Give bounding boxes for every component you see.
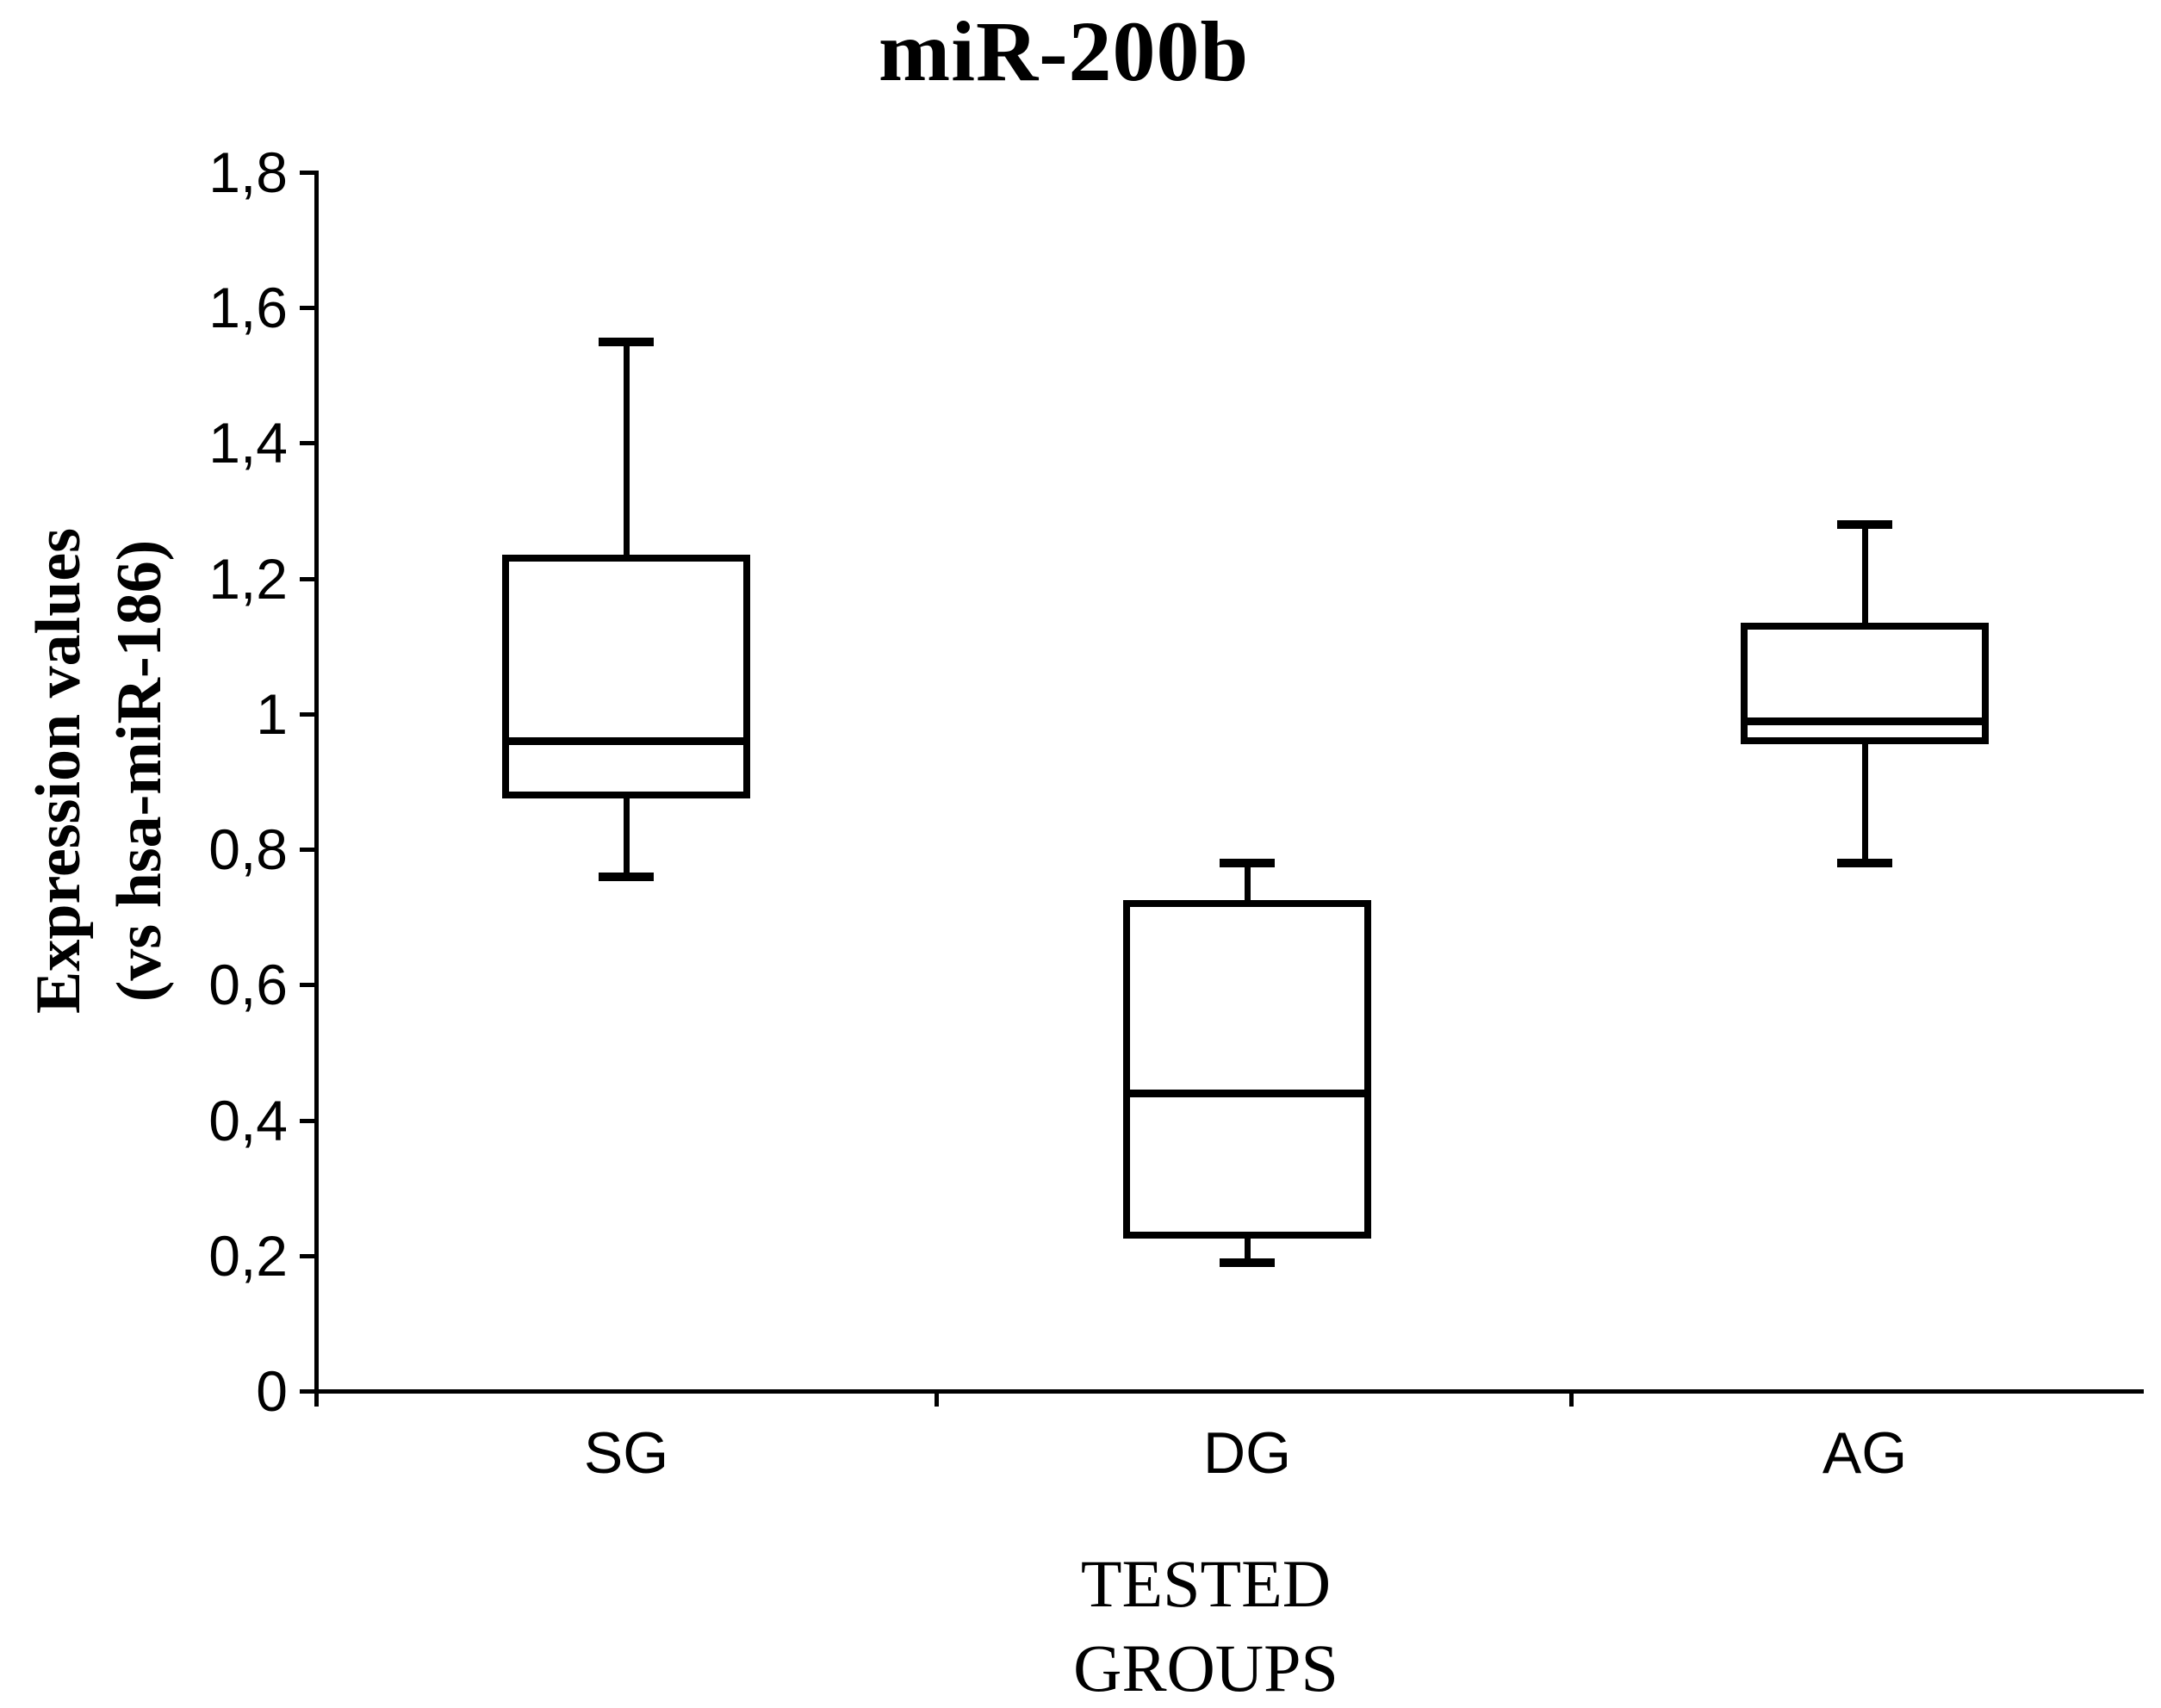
y-tick bbox=[300, 848, 316, 853]
upper-whisker-cap bbox=[1837, 519, 1892, 529]
y-tick-label: 0,6 bbox=[208, 953, 288, 1017]
iqr-box bbox=[502, 555, 750, 799]
x-tick bbox=[314, 1391, 319, 1407]
y-axis-line bbox=[314, 171, 319, 1394]
x-category-label: SG bbox=[583, 1420, 669, 1486]
x-category-label: DG bbox=[1203, 1420, 1291, 1486]
chart-title: miR-200b bbox=[878, 3, 1250, 99]
y-tick-label: 0,2 bbox=[208, 1223, 288, 1288]
y-axis-title-line1: Expression values bbox=[23, 527, 94, 1015]
y-tick bbox=[300, 1389, 316, 1394]
x-axis-title: TESTED GROUPS bbox=[689, 1542, 1723, 1708]
y-tick-label: 0 bbox=[256, 1359, 288, 1423]
y-tick-label: 1,8 bbox=[208, 140, 288, 204]
lower-whisker-cap bbox=[1837, 858, 1892, 867]
upper-whisker-line bbox=[1861, 524, 1868, 626]
y-tick-label: 1,4 bbox=[208, 411, 288, 475]
upper-whisker-line bbox=[623, 341, 630, 559]
iqr-box bbox=[1741, 622, 1989, 745]
y-tick bbox=[300, 983, 316, 988]
upper-whisker-cap bbox=[599, 337, 654, 346]
iqr-box bbox=[1123, 900, 1371, 1239]
y-tick bbox=[300, 711, 316, 717]
y-tick-label: 1,2 bbox=[208, 546, 288, 611]
y-tick-label: 1 bbox=[256, 681, 288, 746]
lower-whisker-line bbox=[1861, 741, 1868, 863]
y-tick-label: 1,6 bbox=[208, 276, 288, 340]
y-tick bbox=[300, 171, 316, 175]
x-category-label: AG bbox=[1822, 1420, 1908, 1486]
upper-whisker-line bbox=[1244, 862, 1251, 904]
x-axis-title-line2: GROUPS bbox=[1073, 1630, 1338, 1705]
y-tick-label: 0,4 bbox=[208, 1088, 288, 1152]
x-axis-title-line1: TESTED bbox=[1080, 1546, 1332, 1621]
y-tick bbox=[300, 1118, 316, 1123]
x-tick bbox=[1569, 1391, 1574, 1407]
y-tick-label: 0,8 bbox=[208, 817, 288, 882]
lower-whisker-cap bbox=[1220, 1258, 1275, 1267]
median-line bbox=[1748, 717, 1982, 725]
lower-whisker-cap bbox=[599, 872, 654, 881]
y-tick bbox=[300, 576, 316, 581]
median-line bbox=[509, 737, 743, 746]
y-tick bbox=[300, 441, 316, 446]
y-tick bbox=[300, 306, 316, 311]
median-line bbox=[1130, 1090, 1364, 1098]
y-tick bbox=[300, 1253, 316, 1258]
upper-whisker-cap bbox=[1220, 858, 1275, 867]
x-tick bbox=[935, 1391, 939, 1407]
lower-whisker-line bbox=[623, 795, 630, 877]
x-axis-line bbox=[314, 1389, 2144, 1394]
lower-whisker-line bbox=[1244, 1235, 1251, 1263]
